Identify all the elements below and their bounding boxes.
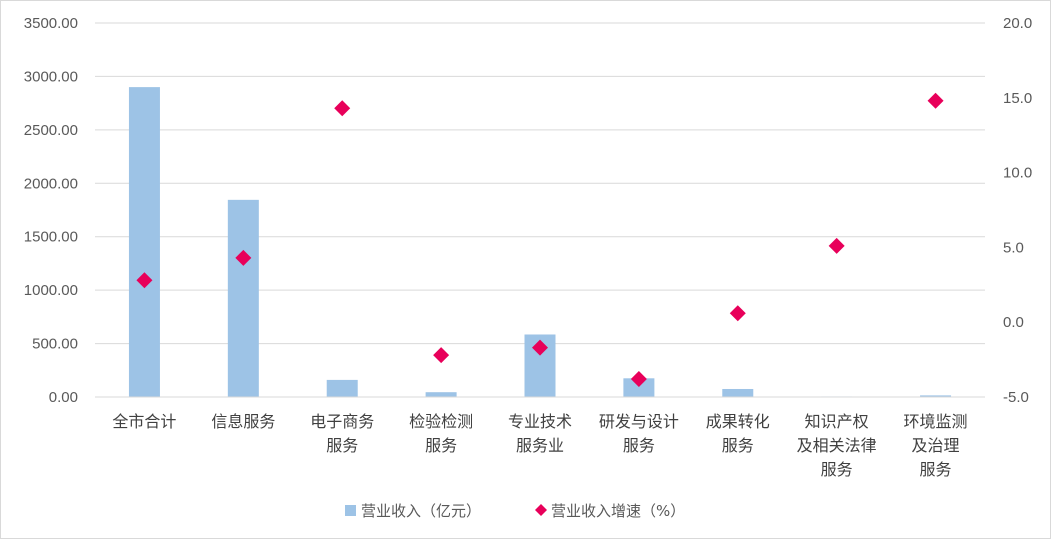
scatter-point (433, 347, 450, 364)
y-left-tick-label: 2000.00 (24, 175, 78, 192)
y-right-tick-label: 20.0 (1003, 15, 1032, 32)
bar (128, 87, 160, 397)
scatter-point (136, 272, 153, 289)
x-tick-label: 环境监测及治理服务 (904, 412, 968, 479)
y-right-tick-label: 0.0 (1003, 314, 1024, 331)
x-tick-label: 全市合计 (112, 412, 176, 431)
legend-swatch-diamond (535, 504, 547, 516)
legend: 营业收入（亿元） 营业收入增速（%） (345, 502, 685, 520)
bar (227, 199, 259, 397)
bar (623, 378, 655, 397)
legend-label: 营业收入增速（%） (551, 502, 685, 520)
y-right-tick-label: 15.0 (1003, 90, 1032, 107)
y-right-tick-label: 5.0 (1003, 239, 1024, 256)
scatter-point (630, 371, 647, 388)
y-left-tick-label: 2500.00 (24, 122, 78, 139)
x-tick-label: 信息服务 (211, 412, 275, 431)
x-tick-label: 检验检测服务 (409, 412, 473, 455)
scatter-point (532, 339, 548, 356)
bar (722, 388, 754, 397)
y-left-tick-label: 1500.00 (24, 229, 78, 246)
x-tick-label: 研发与设计服务 (599, 412, 679, 455)
y-axis-left: 0.00 500.00 1000.00 1500.00 2000.00 2500.00 30… (24, 15, 78, 406)
bar (425, 392, 457, 397)
scatter-point (729, 305, 746, 322)
scatter-point (334, 100, 351, 117)
y-left-tick-label: 0.00 (49, 389, 78, 406)
legend-label: 营业收入（亿元） (361, 502, 481, 520)
scatter-point (927, 92, 944, 109)
y-left-tick-label: 3000.00 (24, 68, 78, 85)
legend-swatch-bar (345, 505, 356, 516)
y-left-tick-label: 1000.00 (24, 282, 78, 299)
x-tick-label: 成果转化服务 (706, 412, 770, 455)
y-right-tick-label: -5.0 (1003, 389, 1029, 406)
x-tick-label: 电子商务服务 (310, 412, 374, 455)
y-right-tick-label: 10.0 (1003, 165, 1032, 182)
bar (326, 379, 358, 397)
bar (920, 395, 952, 397)
scatter-point (235, 249, 252, 266)
x-axis: 全市合计 信息服务 电子商务服务检验检测服务专业技术服务业研发与设计服务成果转化服务… (95, 396, 985, 479)
x-tick-label: 知识产权及相关法律服务 (797, 412, 877, 479)
x-tick-label: 专业技术服务业 (508, 412, 572, 455)
y-left-tick-label: 500.00 (32, 336, 78, 353)
scatter-series (136, 92, 944, 388)
y-left-tick-label: 3500.00 (24, 15, 78, 32)
y-axis-right: -5.0 0.0 5.0 10.0 15.0 20.0 (1003, 15, 1032, 406)
bar-series (128, 87, 952, 397)
scatter-point (828, 237, 845, 254)
